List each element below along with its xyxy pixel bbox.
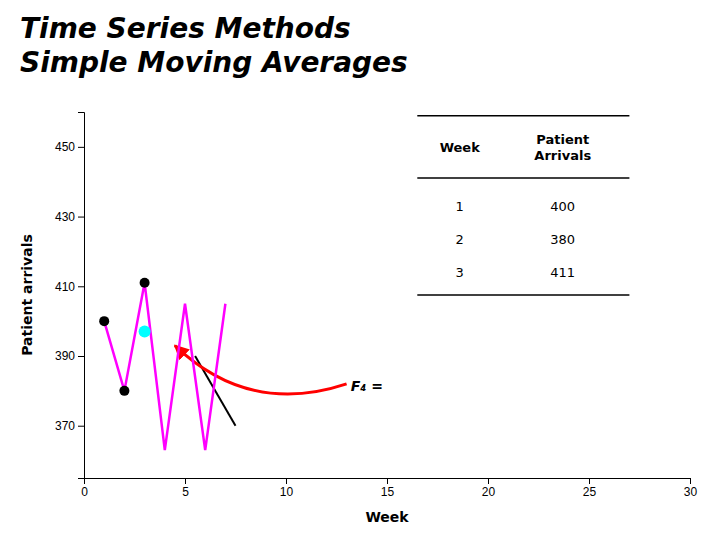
tick: 10 xyxy=(280,478,294,499)
table: Week PatientArrivals 1 400 2 380 3 411 xyxy=(417,116,629,295)
tick-label: 10 xyxy=(280,485,294,499)
title-line: Time Series Methods xyxy=(20,12,351,45)
axis-line xyxy=(78,113,85,479)
annotation-arrow xyxy=(175,346,347,394)
tick-mark xyxy=(78,286,84,287)
series-line xyxy=(104,283,225,450)
axis-line xyxy=(85,479,691,485)
tick-mark xyxy=(286,478,287,484)
tick-label: 30 xyxy=(684,485,698,499)
tick-label: 0 xyxy=(81,485,88,499)
tick-label: 430 xyxy=(55,210,75,224)
table-header-line: Week xyxy=(440,140,481,155)
tick: 25 xyxy=(583,478,597,499)
tick-mark xyxy=(185,478,186,484)
title-line: Simple Moving Averages xyxy=(20,46,408,79)
tick-mark xyxy=(78,217,84,218)
tick-label: 5 xyxy=(182,485,189,499)
tick: 15 xyxy=(381,478,395,499)
tick: 410 xyxy=(55,280,84,294)
series-point xyxy=(139,326,151,338)
tick-mark xyxy=(589,478,590,484)
title: Time Series MethodsSimple Moving Average… xyxy=(20,12,408,79)
x-axis: 0 5 10 15 20 25 30 xyxy=(81,478,697,499)
table-cell: 400 xyxy=(550,199,575,214)
tick: 430 xyxy=(55,210,84,224)
tick: 30 xyxy=(684,478,698,499)
table-rule xyxy=(417,177,629,179)
y-axis-title: Patient arrivals xyxy=(19,234,35,356)
tick: 450 xyxy=(55,140,84,154)
table-cell: 411 xyxy=(550,265,575,280)
table-header: PatientArrivals xyxy=(534,132,591,163)
tick: 0 xyxy=(81,478,88,499)
tick-mark xyxy=(78,356,84,357)
x-axis-title: Week xyxy=(365,509,409,525)
tick-mark xyxy=(488,478,489,484)
marks xyxy=(99,278,346,450)
tick-mark xyxy=(387,478,388,484)
table-header-line: Arrivals xyxy=(534,148,591,163)
series-point xyxy=(99,316,109,326)
series-point xyxy=(140,278,150,288)
table-rule xyxy=(417,294,629,296)
table-header-line: Patient xyxy=(536,132,589,147)
y-axis: 370 390 410 430 450 xyxy=(55,113,85,479)
table-cell: 380 xyxy=(550,232,575,247)
tick-mark xyxy=(78,426,84,427)
tick: 390 xyxy=(55,349,84,363)
tick-label: 20 xyxy=(482,485,496,499)
tick-label: 390 xyxy=(55,349,75,363)
table-cell: 3 xyxy=(456,265,464,280)
tick-label: 25 xyxy=(583,485,597,499)
tick-label: 450 xyxy=(55,140,75,154)
tick-label: 410 xyxy=(55,280,75,294)
tick-mark xyxy=(690,478,691,484)
table-rule xyxy=(417,115,629,117)
tick-mark xyxy=(78,147,84,148)
tick: 370 xyxy=(55,419,84,433)
series-point xyxy=(119,386,129,396)
tick-label: 370 xyxy=(55,419,75,433)
plot: 0 5 10 15 20 25 30 370 390 410 430 450 Week Patient a… xyxy=(19,113,697,526)
table-cell: 1 xyxy=(456,199,464,214)
table-cell: 2 xyxy=(456,232,464,247)
chart: Time Series MethodsSimple Moving Average… xyxy=(0,0,720,540)
tick: 5 xyxy=(182,478,189,499)
annotation-text: F₄ = xyxy=(351,378,383,394)
tick: 20 xyxy=(482,478,496,499)
tick-label: 15 xyxy=(381,485,395,499)
table-header: Week xyxy=(440,140,481,155)
